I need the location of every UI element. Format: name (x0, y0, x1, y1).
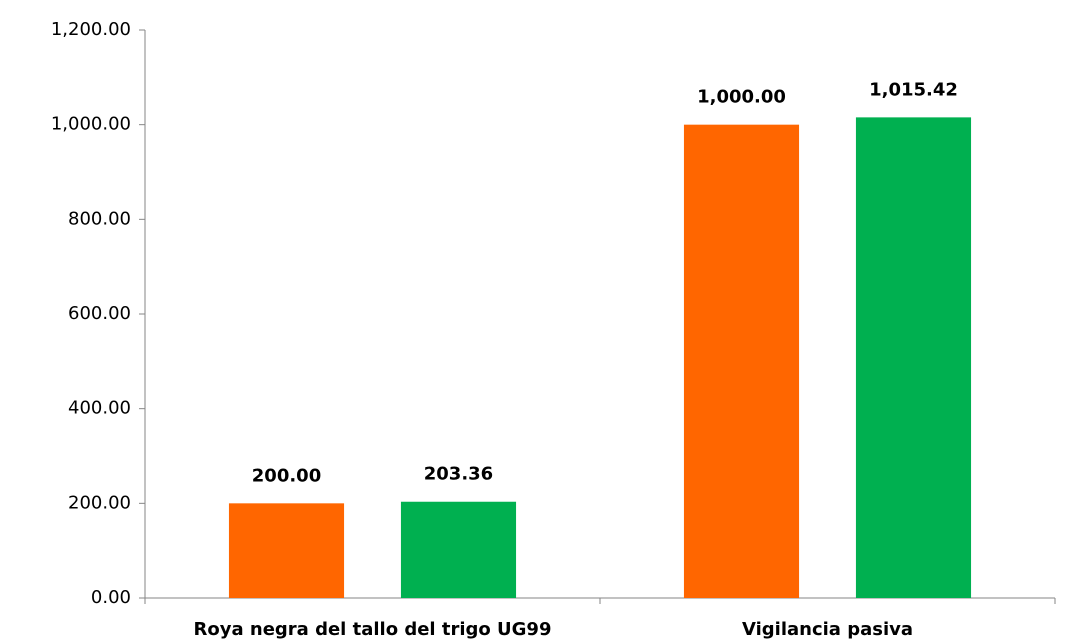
data-label: 200.00 (252, 465, 321, 486)
y-tick-label: 0.00 (91, 587, 131, 608)
x-tick-label: Vigilancia pasiva (742, 619, 913, 640)
bar (683, 124, 800, 599)
bar (228, 503, 345, 598)
y-tick-label: 1,000.00 (51, 114, 131, 135)
data-label: 1,015.42 (869, 79, 958, 100)
data-label: 1,000.00 (697, 87, 786, 108)
bar (855, 117, 972, 599)
y-tick-label: 600.00 (68, 303, 131, 324)
y-tick-label: 400.00 (68, 398, 131, 419)
data-label: 203.36 (424, 464, 493, 485)
y-tick-label: 1,200.00 (51, 19, 131, 40)
x-tick-label: Roya negra del tallo del trigo UG99 (194, 619, 552, 640)
y-tick-label: 200.00 (68, 492, 131, 513)
y-tick-label: 800.00 (68, 208, 131, 229)
bar (400, 501, 517, 598)
